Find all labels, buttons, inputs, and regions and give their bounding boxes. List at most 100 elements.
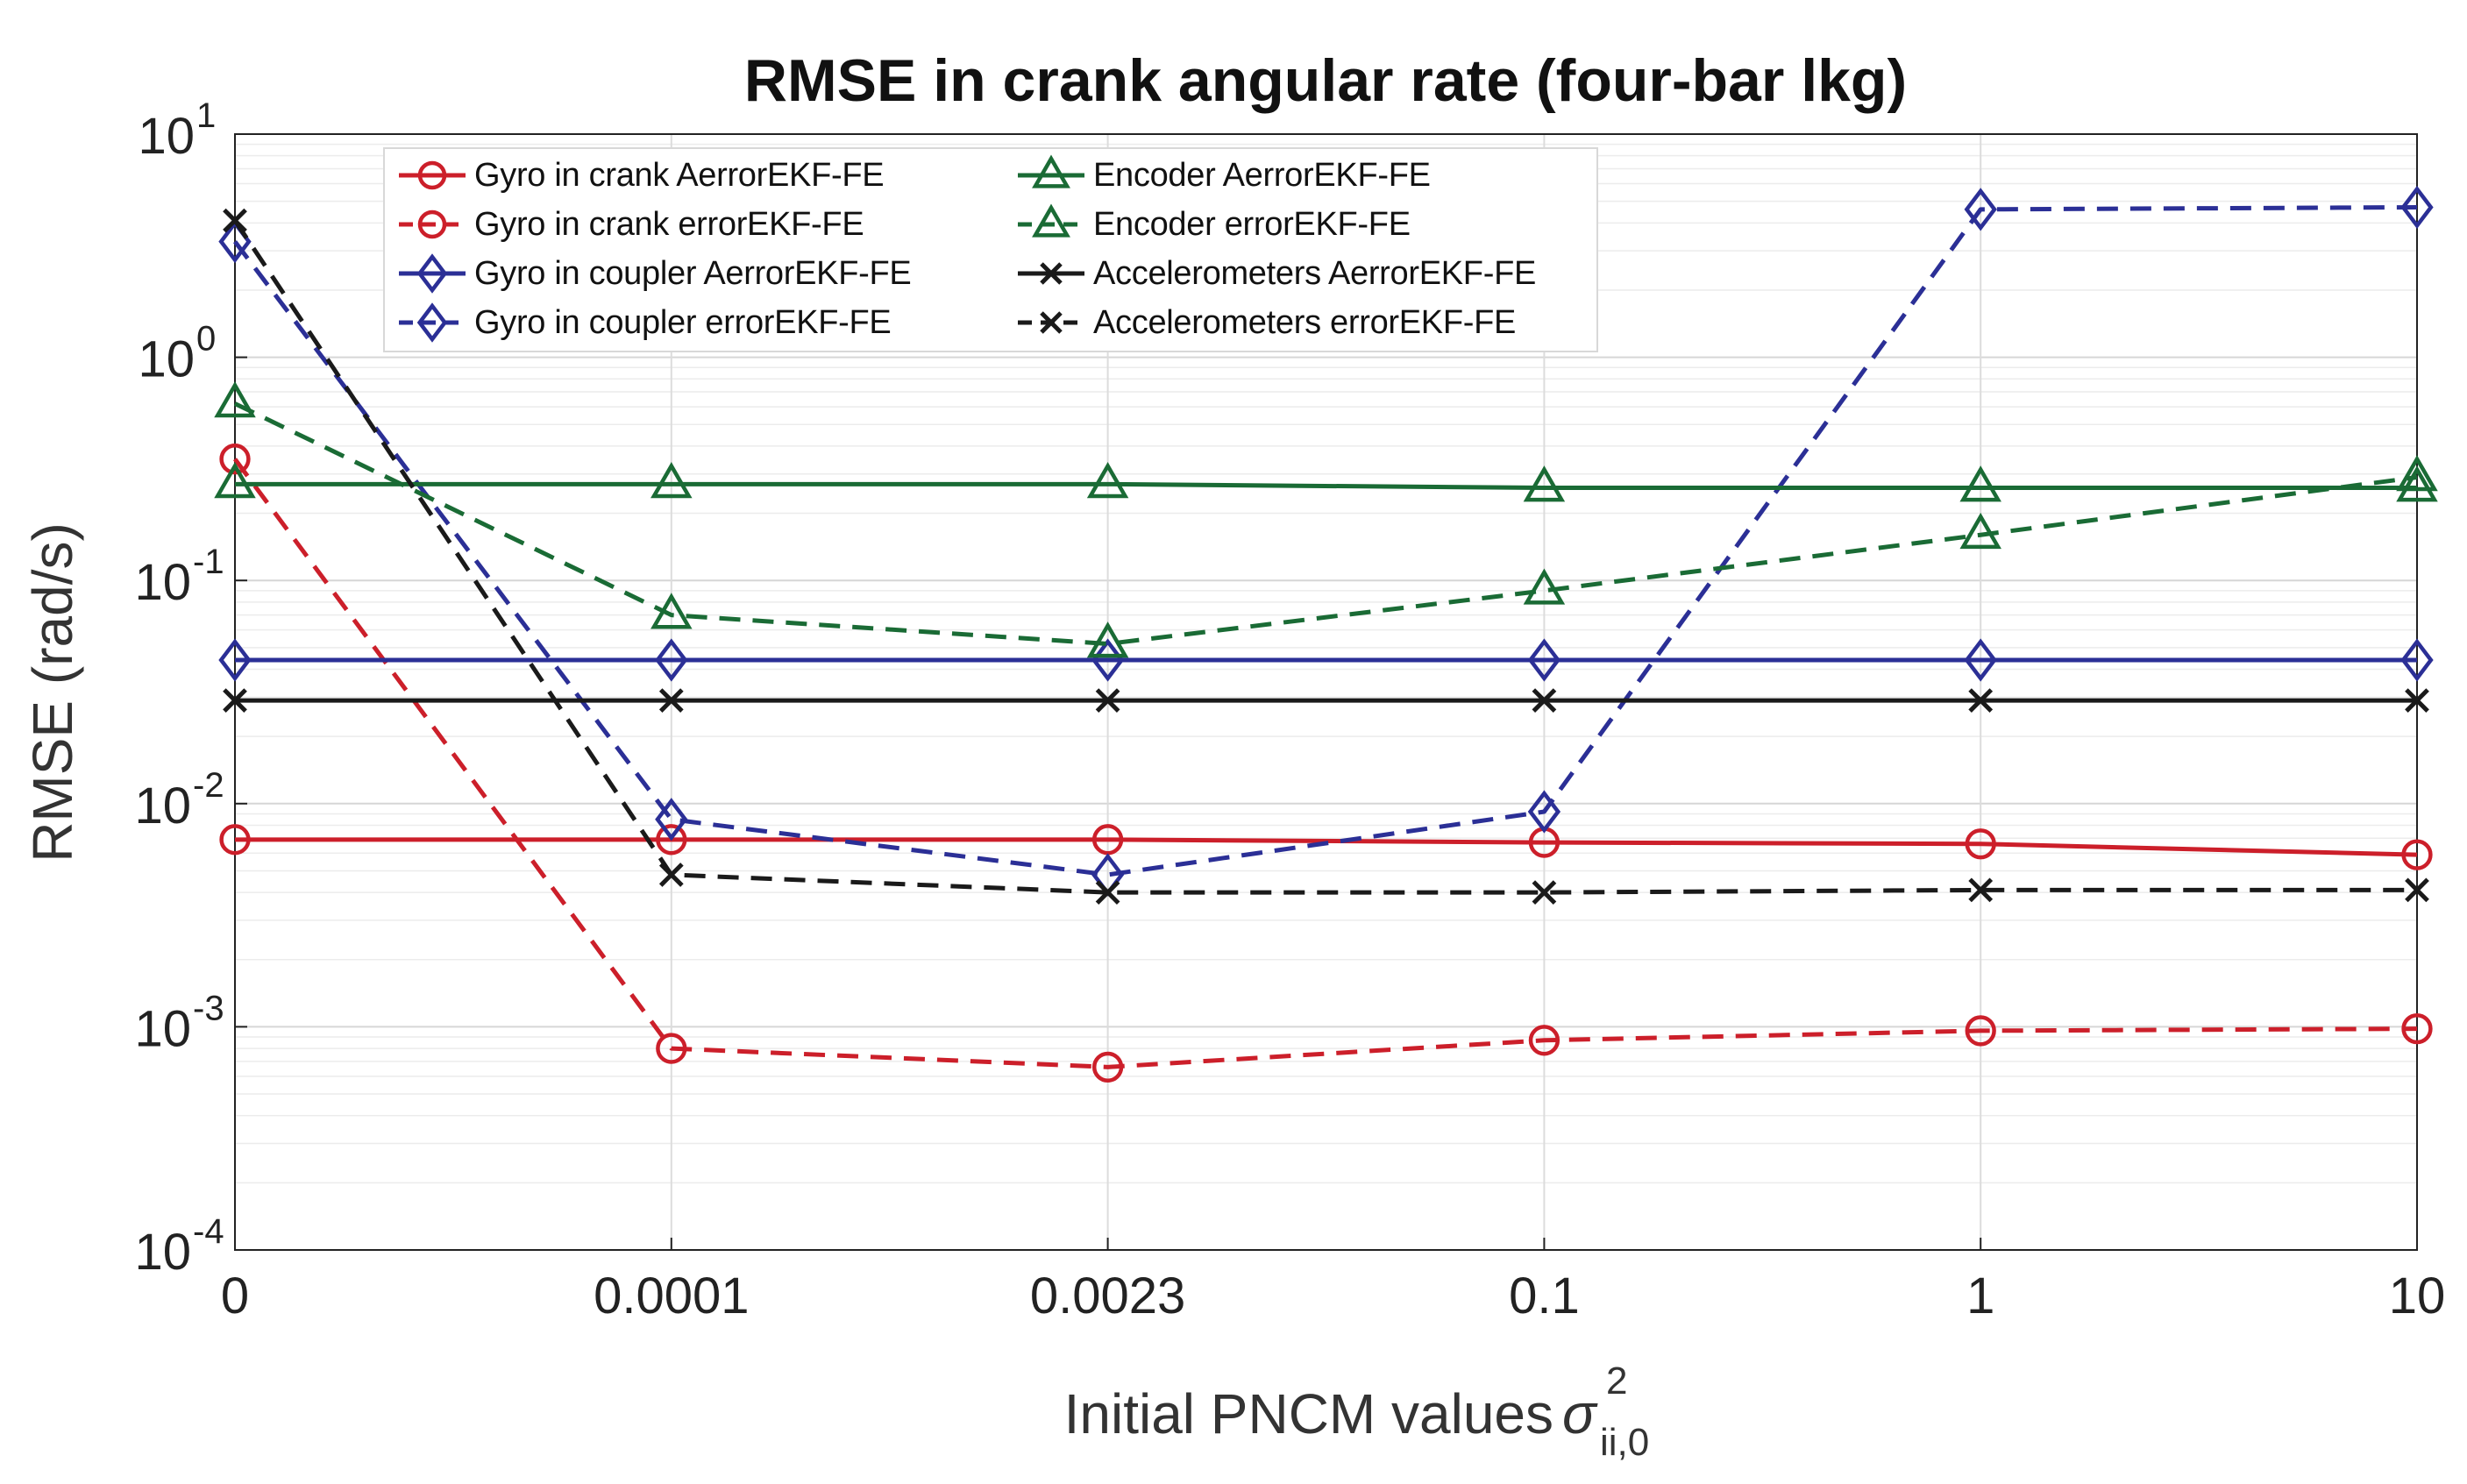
data-point <box>655 638 688 682</box>
y-tick-exponent: -3 <box>193 989 224 1027</box>
series-encoder-aerrorekf-fe <box>214 461 2438 502</box>
legend-sample <box>1018 203 1084 238</box>
data-point <box>658 863 684 887</box>
x-tick-label: 0.0023 <box>1030 1267 1185 1324</box>
legend-item: Accelerometers AerrorEKF-FE <box>1014 249 1536 298</box>
data-point <box>2401 839 2433 870</box>
legend-label: Gyro in coupler errorEKF-FE <box>474 303 892 341</box>
x-axis-label-superscript: 2 <box>1606 1360 1627 1402</box>
legend-sample <box>399 302 466 343</box>
series-line <box>235 481 2417 491</box>
data-point <box>219 444 251 475</box>
series-line <box>232 458 2418 1069</box>
legend-label: Accelerometers AerrorEKF-FE <box>1093 254 1537 292</box>
legend-sample <box>399 209 466 239</box>
data-point <box>656 1033 687 1064</box>
series-encoder-errorekf-fe <box>214 381 2438 658</box>
legend-sample <box>399 160 466 190</box>
y-tick-base: 10 <box>134 778 191 834</box>
legend-item: Gyro in coupler AerrorEKF-FE <box>395 249 912 298</box>
data-point <box>1965 828 1996 860</box>
data-point <box>1091 1051 1124 1083</box>
data-point <box>219 824 251 856</box>
series-line <box>233 204 2418 877</box>
legend-item: Accelerometers errorEKF-FE <box>1014 298 1516 347</box>
data-point <box>2401 1012 2433 1045</box>
x-axis-label-symbol: σ <box>1562 1382 1598 1445</box>
series-gyro-in-coupler-aerrorekf-fe <box>218 638 2434 682</box>
y-tick-base: 10 <box>134 1000 191 1057</box>
y-tick-base: 10 <box>134 554 191 611</box>
x-tick-label: 0.1 <box>1509 1267 1580 1324</box>
data-point <box>1964 638 1997 682</box>
legend-label: Encoder AerrorEKF-FE <box>1093 156 1431 194</box>
data-point <box>1523 568 1566 605</box>
y-tick-base: 10 <box>138 331 195 388</box>
series-gyro-in-coupler-errorekf-fe <box>218 185 2434 897</box>
data-point <box>1959 465 2001 502</box>
data-point <box>2400 638 2434 682</box>
y-tick-base: 10 <box>138 108 195 165</box>
data-point <box>1095 880 1120 905</box>
data-point <box>223 688 247 713</box>
data-point <box>2396 455 2438 492</box>
series-line <box>232 219 2417 895</box>
x-tick-label: 0.0001 <box>594 1267 749 1324</box>
y-tick-label: 10 1 <box>138 96 216 165</box>
legend-item: Encoder errorEKF-FE <box>1014 200 1411 249</box>
legend-sample <box>399 253 466 294</box>
data-point <box>1523 465 1566 502</box>
data-point <box>1086 461 1129 499</box>
x-tick-label: 0 <box>221 1267 249 1324</box>
data-point <box>2405 877 2429 903</box>
legend-sample <box>1018 262 1084 285</box>
series-gyro-in-crank-errorekf-fe <box>219 444 2433 1083</box>
data-point <box>1527 638 1561 682</box>
data-point <box>1532 688 1557 713</box>
data-point <box>1968 688 1994 713</box>
y-tick-exponent: 1 <box>196 96 216 135</box>
x-tick-label: 10 <box>2389 1267 2446 1324</box>
legend-item: Encoder AerrorEKF-FE <box>1014 151 1431 200</box>
data-point <box>658 688 684 713</box>
y-tick-label: 10 -1 <box>134 543 224 611</box>
series-gyro-in-crank-aerrorekf-fe <box>219 824 2433 870</box>
legend: Gyro in crank AerrorEKF-FE Gyro in crank … <box>383 147 1598 352</box>
legend-label: Gyro in crank AerrorEKF-FE <box>474 156 885 194</box>
legend-item: Gyro in coupler errorEKF-FE <box>395 298 892 347</box>
grid <box>234 133 2418 1251</box>
y-tick-exponent: 0 <box>196 320 216 359</box>
legend-label: Accelerometers errorEKF-FE <box>1093 303 1517 341</box>
legend-item: Gyro in crank AerrorEKF-FE <box>395 151 885 200</box>
data-point <box>655 798 688 841</box>
legend-label: Gyro in coupler AerrorEKF-FE <box>474 254 912 292</box>
data-point <box>1086 621 1129 658</box>
series-layer <box>214 185 2438 1083</box>
x-axis-label: Initial PNCM values σ 2 ii,0 <box>1064 1360 1650 1464</box>
data-point <box>218 638 252 682</box>
y-tick-label: 10 -2 <box>134 766 224 834</box>
data-point <box>1091 824 1124 856</box>
data-point <box>1968 877 1994 903</box>
data-point <box>223 208 247 233</box>
data-point <box>1532 880 1557 905</box>
y-axis-label: RMSE (rad/s) <box>21 522 84 863</box>
y-tick-label: 10 -4 <box>134 1212 224 1281</box>
y-tick-label: 10 0 <box>138 320 216 388</box>
series-line <box>233 401 2418 647</box>
data-point <box>2405 688 2429 713</box>
series-accelerometers-errorekf-fe <box>223 208 2429 905</box>
legend-item: Gyro in crank errorEKF-FE <box>395 200 864 249</box>
data-point <box>1959 512 2001 550</box>
data-point <box>1095 688 1120 713</box>
chart-title: RMSE in crank angular rate (four-bar lkg… <box>744 47 1907 114</box>
legend-label: Gyro in crank errorEKF-FE <box>474 205 864 243</box>
series-line <box>235 837 2418 857</box>
legend-sample <box>1018 311 1084 334</box>
y-tick-base: 10 <box>134 1224 191 1281</box>
x-tick-label: 1 <box>1966 1267 1994 1324</box>
data-point <box>651 593 693 629</box>
data-point <box>1528 1025 1561 1056</box>
series-accelerometers-aerrorekf-fe <box>223 688 2429 713</box>
